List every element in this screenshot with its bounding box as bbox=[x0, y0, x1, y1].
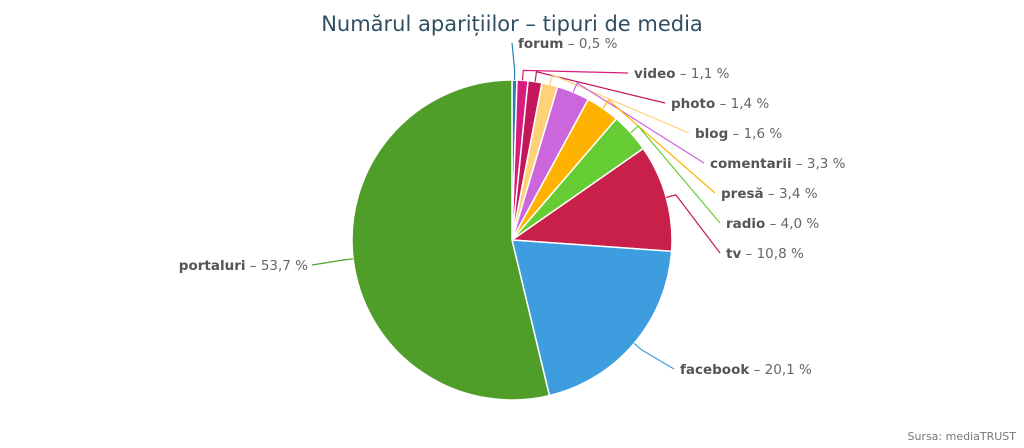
slice-label-blog: blog – 1,6 % bbox=[695, 126, 782, 142]
leader-lines bbox=[311, 42, 721, 370]
leader-line-presă bbox=[602, 99, 716, 194]
slice-label-value: – 0,5 % bbox=[563, 36, 617, 52]
slice-label-name: radio bbox=[726, 216, 765, 232]
slice-label-value: – 1,6 % bbox=[728, 126, 782, 142]
leader-line-video bbox=[521, 69, 629, 81]
slice-label-value: – 4,0 % bbox=[765, 216, 819, 232]
slice-label-name: tv bbox=[726, 246, 741, 262]
leader-line-comentarii bbox=[572, 82, 705, 164]
leader-line-portaluri bbox=[311, 258, 354, 266]
slice-label-value: – 53,7 % bbox=[245, 258, 308, 274]
slice-label-photo: photo – 1,4 % bbox=[671, 96, 769, 112]
slice-label-name: blog bbox=[695, 126, 728, 142]
leader-line-radio bbox=[630, 125, 721, 224]
slice-label-value: – 3,3 % bbox=[792, 156, 846, 172]
slice-label-name: comentarii bbox=[710, 156, 792, 172]
slice-labels: forum – 0,5 % video – 1,1 % photo – 1,4 % b… bbox=[179, 36, 846, 378]
leader-line-facebook bbox=[633, 342, 675, 370]
leader-line-tv bbox=[666, 194, 721, 254]
slice-label-value: – 1,4 % bbox=[715, 96, 769, 112]
slice-label-value: – 1,1 % bbox=[676, 66, 730, 82]
source-credit: Sursa: mediaTRUST bbox=[907, 430, 1016, 443]
slice-label-value: – 3,4 % bbox=[764, 186, 818, 202]
slice-label-name: portaluri bbox=[179, 258, 246, 274]
slice-label-radio: radio – 4,0 % bbox=[726, 216, 819, 232]
pie-slices bbox=[351, 79, 673, 401]
slice-label-facebook: facebook – 20,1 % bbox=[680, 362, 812, 378]
slice-label-forum: forum – 0,5 % bbox=[518, 36, 618, 52]
slice-label-value: – 10,8 % bbox=[741, 246, 804, 262]
slice-label-comentarii: comentarii – 3,3 % bbox=[710, 156, 846, 172]
leader-line-blog bbox=[549, 74, 690, 134]
slice-label-value: – 20,1 % bbox=[749, 362, 812, 378]
slice-label-presă: presă – 3,4 % bbox=[721, 186, 818, 202]
slice-label-name: forum bbox=[518, 36, 563, 52]
slice-label-name: facebook bbox=[680, 362, 750, 378]
slice-label-name: photo bbox=[671, 96, 715, 112]
slice-label-video: video – 1,1 % bbox=[634, 66, 730, 82]
slice-label-name: presă bbox=[721, 186, 764, 202]
slice-label-name: video bbox=[634, 66, 676, 82]
slice-label-portaluri: portaluri – 53,7 % bbox=[179, 258, 308, 274]
chart-title: Numărul aparițiilor – tipuri de media bbox=[321, 12, 703, 36]
pie-slice-tv[interactable] bbox=[509, 147, 673, 253]
leader-line-photo bbox=[534, 71, 666, 104]
slice-label-tv: tv – 10,8 % bbox=[726, 246, 804, 262]
leader-line-forum bbox=[511, 42, 516, 81]
